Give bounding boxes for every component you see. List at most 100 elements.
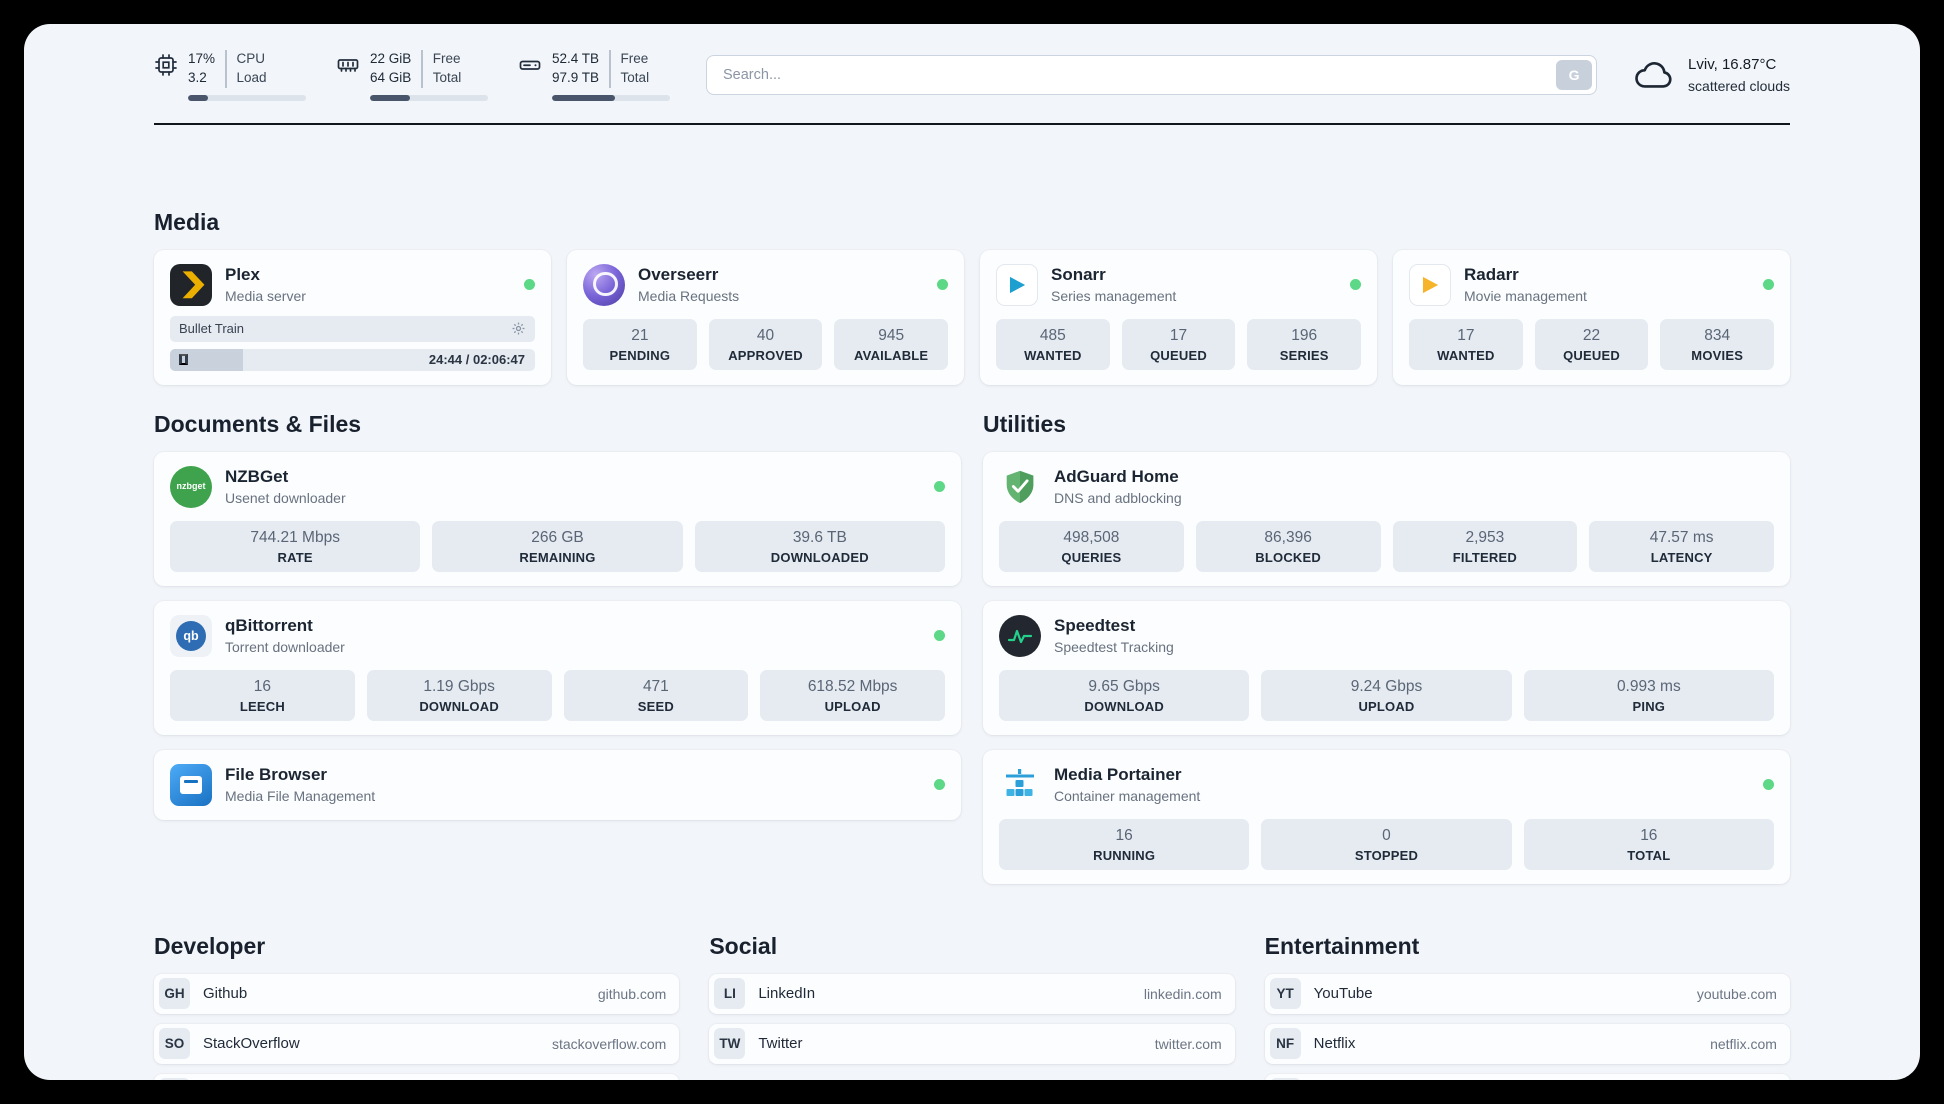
adguard-shield-icon: [999, 466, 1041, 508]
link-stackoverflow[interactable]: SO StackOverflow stackoverflow.com: [154, 1023, 680, 1064]
app-name: qBittorrent: [225, 616, 313, 636]
app-subtitle: DNS and adblocking: [1054, 490, 1182, 507]
app-name: Plex: [225, 265, 260, 285]
stat-pending: 21 PENDING: [583, 318, 697, 370]
app-subtitle: Container management: [1054, 788, 1201, 805]
status-dot: [1350, 279, 1361, 291]
section-title-documents: Documents & Files: [154, 410, 362, 437]
link-netflix[interactable]: NF Netflix netflix.com: [1264, 1023, 1790, 1064]
app-name: File Browser: [225, 765, 328, 785]
section-media: Media Plex Media server Bullet Train: [154, 209, 1790, 385]
disk-widget: 52.4 TB 97.9 TB Free Total: [518, 50, 670, 101]
section-developer: Developer GH Github github.com SO StackO…: [154, 933, 680, 1080]
playback-progress-fill: [170, 348, 243, 371]
app-card-radarr[interactable]: Radarr Movie management 17 WANTED 22 QUE…: [1393, 249, 1790, 385]
playback-time: 24:44 / 02:06:47: [428, 352, 525, 368]
app-name: Media Portainer: [1054, 765, 1182, 785]
app-card-portainer[interactable]: Media Portainer Container management 16 …: [983, 749, 1790, 884]
dashboard-page: 17% 3.2 CPU Load: [24, 24, 1920, 1080]
app-card-qbittorrent[interactable]: qb qBittorrent Torrent downloader 16: [154, 600, 961, 735]
playback-progress-bar: 24:44 / 02:06:47: [170, 348, 535, 371]
status-dot: [937, 279, 948, 291]
speedtest-icon: [999, 614, 1041, 657]
app-subtitle: Movie management: [1464, 288, 1587, 305]
disk-labels: Free Total: [620, 51, 650, 85]
status-dot: [934, 481, 945, 493]
stat-wanted: 17 WANTED: [1409, 318, 1523, 370]
app-subtitle: Torrent downloader: [225, 639, 345, 656]
link-twitter[interactable]: TW Twitter twitter.com: [709, 1023, 1235, 1064]
disk-values: 52.4 TB 97.9 TB: [552, 51, 600, 85]
linkedin-icon: LI: [714, 978, 746, 1010]
stat-series: 196 SERIES: [1247, 318, 1362, 370]
stat-ping: 0.993 ms PING: [1523, 669, 1774, 721]
search-engine-button[interactable]: G: [1556, 60, 1593, 91]
status-dot: [1763, 779, 1774, 791]
stat-download: 1.19 Gbps DOWNLOAD: [366, 669, 552, 721]
app-card-speedtest[interactable]: Speedtest Speedtest Tracking 9.65 Gbps D…: [983, 600, 1790, 735]
cpu-widget: 17% 3.2 CPU Load: [154, 50, 306, 101]
weather-condition: scattered clouds: [1688, 78, 1790, 95]
weather-location: Lviv, 16.87°C: [1688, 55, 1777, 73]
pause-button[interactable]: [179, 354, 188, 366]
link-reddit[interactable]: RE Reddit reddit.com: [1264, 1073, 1790, 1080]
section-title-media: Media: [154, 208, 220, 235]
app-name: AdGuard Home: [1054, 467, 1179, 487]
app-subtitle: Media server: [225, 288, 306, 305]
nzbget-icon: nzbget: [170, 465, 212, 508]
link-youtube[interactable]: YT YouTube youtube.com: [1264, 973, 1790, 1014]
stat-downloaded: 39.6 TB DOWNLOADED: [694, 520, 945, 572]
ram-progress-bar: [370, 94, 488, 101]
app-card-plex[interactable]: Plex Media server Bullet Train: [154, 249, 551, 385]
now-playing-title: Bullet Train: [179, 321, 245, 337]
status-dot: [934, 630, 945, 642]
app-subtitle: Usenet downloader: [225, 490, 346, 507]
weather-widget: Lviv, 16.87°C scattered clouds: [1633, 54, 1790, 98]
stat-remaining: 266 GB REMAINING: [432, 520, 683, 572]
app-card-nzbget[interactable]: nzbget NZBGet Usenet downloader 744.21 M…: [154, 451, 961, 586]
stat-running: 16 RUNNING: [999, 818, 1250, 870]
gear-icon[interactable]: [511, 321, 526, 336]
ram-values: 22 GiB 64 GiB: [370, 51, 412, 85]
link-dev[interactable]: DT DEV dev.to: [154, 1073, 680, 1080]
divider: [609, 50, 611, 88]
stat-approved: 40 APPROVED: [708, 318, 823, 370]
app-subtitle: Media File Management: [225, 788, 376, 805]
youtube-icon: YT: [1269, 978, 1301, 1010]
app-card-sonarr[interactable]: Sonarr Series management 485 WANTED 17 Q…: [980, 249, 1377, 385]
app-name: Speedtest: [1054, 616, 1136, 636]
search-input[interactable]: [706, 55, 1598, 96]
stat-queued: 22 QUEUED: [1534, 318, 1649, 370]
cloud-icon: [1633, 54, 1675, 96]
section-social: Social LI LinkedIn linkedin.com TW Twitt…: [709, 932, 1235, 1080]
app-card-overseerr[interactable]: Overseerr Media Requests 21 PENDING 40 A…: [567, 249, 964, 385]
status-dot: [934, 779, 945, 791]
search-bar: G: [706, 55, 1598, 96]
plex-icon: [170, 263, 212, 306]
stat-seed: 471 SEED: [563, 669, 749, 721]
cpu-progress-fill: [188, 94, 209, 101]
link-github[interactable]: GH Github github.com: [154, 973, 680, 1014]
now-playing-bar: Bullet Train: [170, 315, 535, 342]
ram-widget: 22 GiB 64 GiB Free Total: [336, 50, 488, 101]
section-title-social: Social: [709, 932, 778, 959]
app-subtitle: Series management: [1051, 288, 1177, 305]
app-name: Radarr: [1464, 265, 1519, 285]
section-documents: Documents & Files nzbget NZBGet Usenet d…: [154, 411, 961, 899]
stat-download: 9.65 Gbps DOWNLOAD: [999, 669, 1250, 721]
stat-upload: 9.24 Gbps UPLOAD: [1261, 669, 1512, 721]
github-icon: GH: [159, 978, 190, 1010]
app-card-adguard[interactable]: AdGuard Home DNS and adblocking 498,508 …: [983, 451, 1790, 586]
app-name: Overseerr: [638, 265, 719, 285]
cpu-chip-icon: [154, 53, 178, 77]
stackoverflow-icon: SO: [159, 1028, 190, 1060]
link-linkedin[interactable]: LI LinkedIn linkedin.com: [709, 973, 1235, 1014]
filebrowser-icon: [170, 763, 212, 806]
topbar: 17% 3.2 CPU Load: [154, 24, 1790, 125]
netflix-icon: NF: [1269, 1028, 1301, 1060]
app-card-filebrowser[interactable]: File Browser Media File Management: [154, 749, 961, 820]
stat-upload: 618.52 Mbps UPLOAD: [760, 669, 945, 721]
disk-progress-fill: [552, 94, 615, 101]
portainer-icon: [999, 764, 1041, 806]
stat-filtered: 2,953 FILTERED: [1392, 520, 1578, 572]
